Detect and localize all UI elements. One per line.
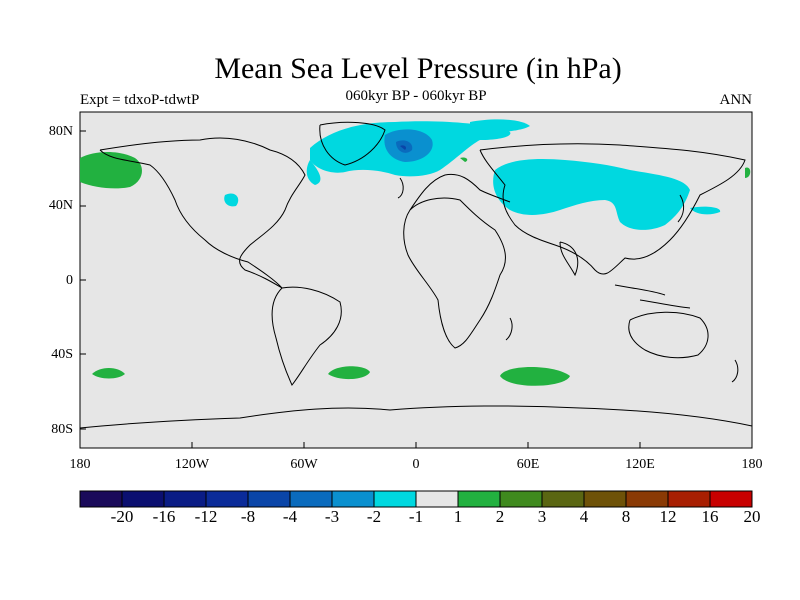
coast-europe xyxy=(409,173,511,211)
coast-asia xyxy=(479,143,746,275)
lon-label-0: 0 xyxy=(412,457,420,472)
colorbar-box xyxy=(499,490,543,508)
colorbar-box xyxy=(583,490,627,508)
anomaly-barents-positive xyxy=(460,157,468,162)
lon-label-120w: 120W xyxy=(174,457,210,472)
coast-greenland xyxy=(319,121,386,166)
colorbar-box xyxy=(415,490,459,508)
colorbar-label: 3 xyxy=(537,507,547,526)
colorbar-box xyxy=(331,490,375,508)
lon-label-180e: 180 xyxy=(741,457,763,472)
anomaly-atlantic-negative xyxy=(224,193,239,207)
colorbar-box xyxy=(247,490,291,508)
colorbar-label: -2 xyxy=(366,507,382,526)
coast-uk xyxy=(397,177,404,199)
colorbar-box xyxy=(79,490,123,508)
map-title: Mean Sea Level Pressure (in hPa) xyxy=(214,52,622,85)
coast-antarctica xyxy=(79,405,753,429)
coast-north-america xyxy=(99,137,306,289)
lat-label-0: 0 xyxy=(66,273,73,288)
lat-label-80n: 80N xyxy=(48,124,73,139)
lon-label-120e: 120E xyxy=(625,457,655,472)
anomaly-labrador-negative xyxy=(306,160,321,185)
period-label: 060kyr BP - 060kyr BP xyxy=(345,88,487,104)
anomaly-south-pacific-positive xyxy=(92,368,125,379)
colorbar-box xyxy=(541,490,585,508)
anomaly-arctic-core-max xyxy=(400,145,407,150)
anomaly-japan-negative xyxy=(690,206,721,215)
colorbar-box xyxy=(625,490,669,508)
coast-madagascar xyxy=(505,317,513,341)
colorbar-box xyxy=(709,490,753,508)
season-label: ANN xyxy=(719,92,753,108)
colorbar-label: 12 xyxy=(659,507,677,526)
colorbar-label: -20 xyxy=(110,507,134,526)
coast-south-america xyxy=(271,286,342,386)
colorbar-box xyxy=(289,490,333,508)
anomaly-south-indian-positive xyxy=(500,367,570,386)
anomaly-greenland-sea-negative xyxy=(470,119,530,133)
colorbar-label: -16 xyxy=(152,507,176,526)
colorbar-label: 20 xyxy=(743,507,761,526)
coast-india xyxy=(559,241,579,277)
colorbar-box xyxy=(163,490,207,508)
axis-ticks xyxy=(79,130,753,448)
coast-new-zealand xyxy=(731,359,739,383)
lat-label-40s: 40S xyxy=(51,347,73,362)
colorbar-label: 2 xyxy=(495,507,505,526)
anomaly-eurasia-negative xyxy=(493,159,690,230)
lat-label-80s: 80S xyxy=(51,422,73,437)
coastlines xyxy=(79,121,753,429)
colorbar-label: -12 xyxy=(194,507,218,526)
lon-label-180w: 180 xyxy=(69,457,91,472)
anomaly-south-atlantic-positive xyxy=(328,366,370,380)
lon-label-60e: 60E xyxy=(516,457,540,472)
coast-japan xyxy=(677,194,685,223)
colorbar-label: -3 xyxy=(324,507,340,526)
lat-label-40n: 40N xyxy=(48,198,73,213)
coast-europe-africa xyxy=(403,197,506,349)
colorbar-box xyxy=(121,490,165,508)
experiment-label: Expt = tdxoP-tdwtP xyxy=(80,92,200,108)
coast-indonesia xyxy=(614,284,691,309)
anomaly-north-pacific-positive xyxy=(80,152,142,189)
colorbar-label: -8 xyxy=(240,507,256,526)
colorbar-label: 8 xyxy=(621,507,631,526)
colorbar-label: -4 xyxy=(282,507,298,526)
colorbar-label: 4 xyxy=(579,507,589,526)
anomaly-east-pacific-positive xyxy=(745,167,751,178)
colorbar-box xyxy=(373,490,417,508)
lon-label-60w: 60W xyxy=(290,457,318,472)
colorbar-box xyxy=(667,490,711,508)
coast-australia xyxy=(628,311,709,359)
colorbar-label: -1 xyxy=(408,507,424,526)
colorbar xyxy=(79,490,753,508)
colorbar-box xyxy=(457,490,501,508)
colorbar-label: 1 xyxy=(453,507,463,526)
colorbar-label: 16 xyxy=(701,507,719,526)
colorbar-box xyxy=(205,490,249,508)
pressure-anomaly-fields xyxy=(80,119,751,386)
